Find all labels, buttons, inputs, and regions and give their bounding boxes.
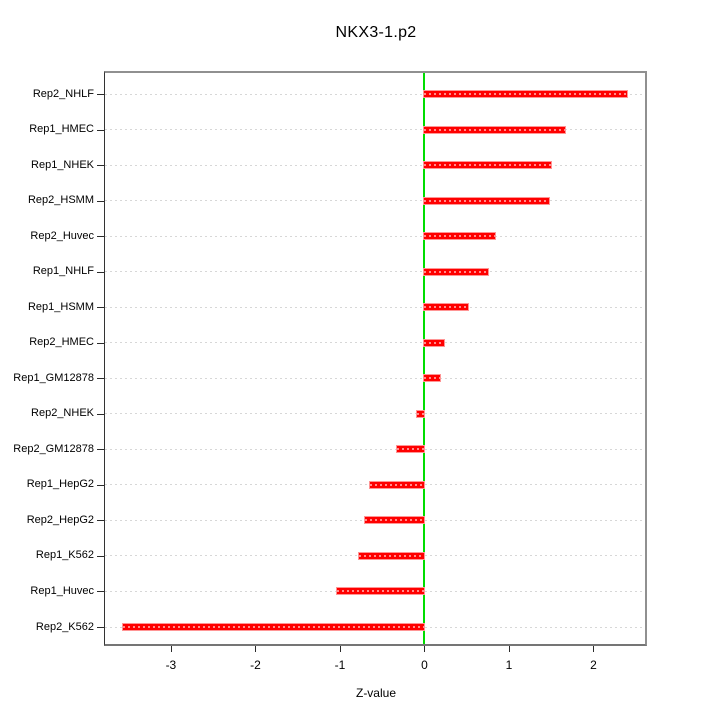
x-tick-label: 2 <box>590 658 597 672</box>
y-axis-label: Rep2_NHEK <box>31 407 94 420</box>
chart-title: NKX3-1.p2 <box>335 24 417 41</box>
x-tick-label: -3 <box>165 658 177 672</box>
x-tick-label: 0 <box>421 658 428 672</box>
y-axis-label: Rep1_K562 <box>35 549 94 562</box>
gridline <box>105 93 645 95</box>
bar-shading <box>122 626 425 628</box>
y-tick <box>97 627 104 628</box>
y-axis-label: Rep1_HSMM <box>27 300 94 313</box>
gridline <box>105 342 645 344</box>
x-tick <box>339 646 341 652</box>
bar <box>336 587 426 596</box>
bar-shading <box>424 235 496 238</box>
y-tick <box>97 94 104 95</box>
bar <box>423 303 470 312</box>
bar-shading <box>424 93 628 95</box>
y-tick <box>97 129 104 131</box>
y-tick <box>97 449 104 451</box>
bar-shading <box>424 199 549 202</box>
gridline <box>105 413 645 415</box>
bar-shading <box>424 270 488 273</box>
bar-shading <box>424 128 565 131</box>
gridline <box>105 235 645 237</box>
y-tick <box>97 307 104 309</box>
bar <box>121 623 426 631</box>
y-axis-label: Rep1_Huvec <box>30 584 94 597</box>
bar <box>423 196 550 205</box>
y-axis-label: Rep1_NHEK <box>31 158 94 171</box>
bar <box>423 161 553 170</box>
x-tick <box>255 646 257 652</box>
gridline <box>105 377 645 379</box>
y-tick <box>97 342 104 344</box>
x-axis-title: Z-value <box>355 686 396 700</box>
bar-shading <box>396 448 425 451</box>
bar <box>423 374 442 383</box>
bar <box>357 551 426 560</box>
y-tick <box>97 484 104 486</box>
y-tick <box>97 378 104 380</box>
bar <box>423 338 445 347</box>
x-tick-label: -1 <box>334 658 346 672</box>
x-tick <box>593 646 595 652</box>
x-tick-label: -2 <box>250 658 261 672</box>
bar-shading <box>424 377 441 380</box>
y-tick <box>97 413 104 415</box>
gridline <box>105 271 645 273</box>
gridline <box>105 164 645 166</box>
bar-shading <box>337 590 425 593</box>
y-axis-label: Rep2_NHLF <box>32 87 94 100</box>
bar-shading <box>416 412 425 415</box>
bar <box>415 409 426 418</box>
bar <box>369 480 426 489</box>
x-tick <box>170 646 172 652</box>
y-axis-label: Rep1_GM12878 <box>13 371 94 384</box>
bar <box>423 232 497 241</box>
plot-area <box>104 71 647 646</box>
y-axis-label: Rep1_NHLF <box>32 265 94 278</box>
y-tick <box>97 236 104 238</box>
bar <box>423 90 629 98</box>
x-tick <box>508 646 510 652</box>
y-axis-label: Rep2_HMEC <box>29 336 94 349</box>
bar <box>395 445 426 454</box>
y-axis-label: Rep2_K562 <box>35 620 94 633</box>
bar-shading <box>424 164 552 167</box>
y-axis-label: Rep1_HepG2 <box>26 478 94 491</box>
bar-shading <box>365 519 425 522</box>
y-axis-label: Rep2_HSMM <box>27 194 94 207</box>
gridline <box>105 306 645 308</box>
gridline <box>105 200 645 202</box>
bar <box>423 125 566 134</box>
y-axis-label: Rep2_HepG2 <box>26 513 94 526</box>
y-axis-label: Rep1_HMEC <box>29 123 94 136</box>
bar-shading <box>358 554 425 557</box>
y-axis-label: Rep2_Huvec <box>30 229 94 242</box>
gridline <box>105 448 645 450</box>
y-tick <box>97 271 104 273</box>
bar <box>364 516 426 525</box>
bar-shading <box>424 341 444 344</box>
y-tick <box>97 591 104 593</box>
y-tick <box>97 200 104 202</box>
x-tick <box>424 646 426 652</box>
y-axis-label: Rep2_GM12878 <box>13 442 94 455</box>
y-tick <box>97 555 104 557</box>
y-tick <box>97 520 104 522</box>
bar <box>423 267 489 276</box>
bar-shading <box>424 306 469 309</box>
gridline <box>105 129 645 131</box>
x-tick-label: 1 <box>505 658 513 672</box>
zero-line <box>423 73 426 644</box>
bar-shading <box>370 483 425 486</box>
y-tick <box>97 165 104 167</box>
